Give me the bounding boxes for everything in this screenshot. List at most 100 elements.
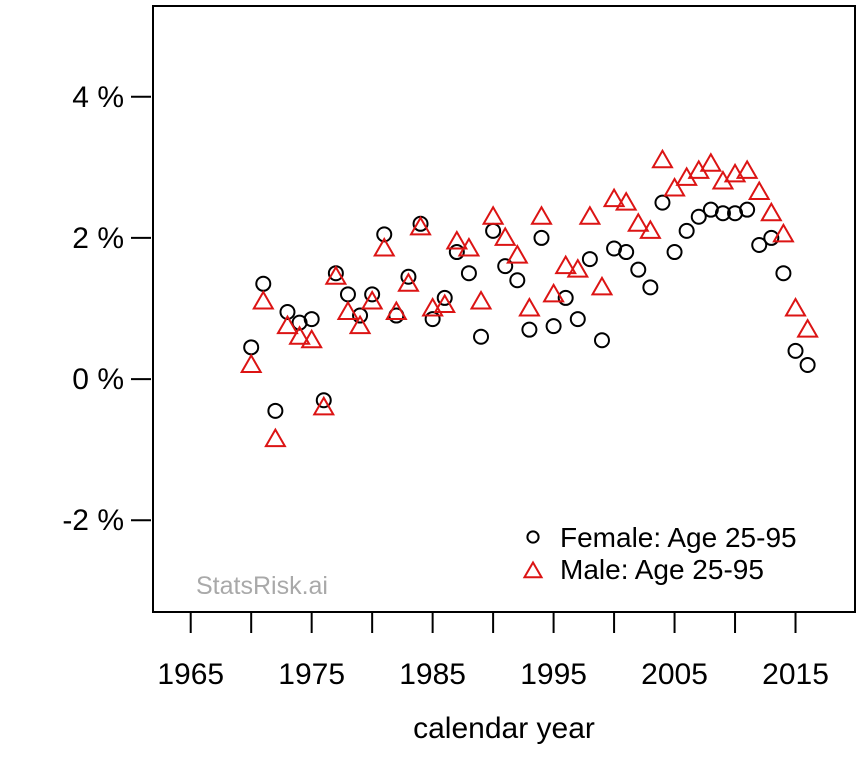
male-point [469,289,493,310]
male-point [711,169,735,190]
female-point [509,272,526,289]
female-point [352,307,369,324]
watermark-text: StatsRisk.ai [196,572,328,600]
female-point [618,244,635,261]
female-point [521,321,538,338]
legend-markers [522,530,544,579]
male-point [409,215,432,236]
male-point [796,318,819,338]
x-tick-label: 1985 [399,658,466,691]
legend-triangle-icon [522,560,544,579]
male-point [288,325,311,345]
data-points-layer [239,148,819,448]
x-axis-title: calendar year [413,712,595,745]
male-point [651,148,674,169]
male-point [397,272,420,292]
male-point [760,201,783,222]
x-tick-label: 2005 [641,658,708,691]
female-point [424,311,441,328]
female-point [678,222,695,239]
female-point [448,244,465,261]
male-point [723,162,747,183]
y-axis: -2 % 0 % 2 % 4 % [62,81,151,537]
female-point [315,392,332,409]
male-point [735,159,759,179]
male-point [518,296,541,317]
female-point [739,201,756,218]
female-point [593,332,610,349]
y-tick-label: 4 % [72,81,124,114]
male-point [264,427,287,448]
male-point [373,237,396,257]
y-tick-label: 2 % [72,222,124,255]
female-point [400,268,417,285]
male-point [276,314,299,335]
male-point [457,237,481,257]
female-point [303,311,320,328]
male-point [252,289,275,310]
male-point [506,244,529,264]
male-point [554,254,577,275]
male-point [663,177,686,197]
male-point [699,152,723,172]
female-point [763,229,780,246]
female-point [279,304,296,321]
female-point [569,311,586,328]
male-point [542,282,565,303]
x-tick-label: 1995 [520,658,587,691]
female-point [533,229,550,246]
female-point [255,275,272,292]
female-point [339,286,356,303]
female-point [267,402,284,419]
female-point [473,328,490,345]
male-point [324,265,348,285]
legend-label-male: Male: Age 25-95 [560,554,764,585]
male-point [530,205,553,225]
x-axis: 1965 1975 1985 1995 2005 2015 [157,613,829,691]
male-point [360,289,384,310]
male-point [614,191,638,211]
male-point [445,229,469,250]
male-point [675,166,698,186]
female-point [581,251,598,268]
male-point [590,275,614,296]
male-point [639,219,662,239]
female-point [376,226,393,243]
female-point [243,339,260,356]
x-tick-label: 2015 [762,658,829,691]
female-point [545,318,562,335]
male-point [748,180,771,201]
female-point [364,286,381,303]
female-point [485,222,502,239]
female-point [787,342,804,359]
legend: Female: Age 25-95 Male: Age 25-95 [522,522,797,585]
female-point [775,265,792,282]
male-point [481,205,505,225]
female-point [630,261,647,278]
legend-circle-icon [526,530,540,544]
male-point [602,187,626,208]
male-point [433,293,456,313]
female-point [654,194,671,211]
male-point [772,222,795,243]
male-point [687,159,710,179]
female-point [497,258,514,275]
male-point [312,395,335,416]
female-point [436,289,453,306]
female-point [714,205,731,222]
male-point [385,300,408,321]
male-point [239,353,263,373]
male-point [300,328,323,349]
y-tick-label: 0 % [72,363,124,396]
x-tick-label: 1965 [157,658,224,691]
male-point [493,226,517,246]
x-tick-label: 1975 [278,658,345,691]
female-point [460,265,477,282]
male-point [566,258,590,278]
male-point [336,300,360,321]
female-point [557,289,574,306]
male-point [578,205,602,225]
plot-border [152,5,856,613]
